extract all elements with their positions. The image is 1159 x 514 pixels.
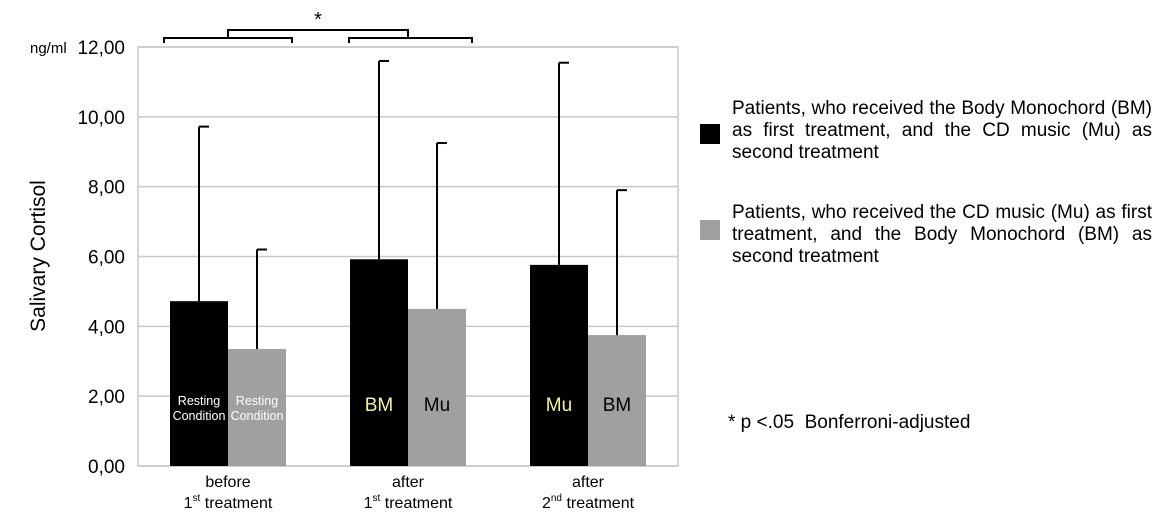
legend-text-bm-first: Patients, who received the Body Monochor…: [732, 98, 1152, 163]
y-tick-label: 4,00: [88, 317, 125, 338]
significance-bracket-right: [348, 37, 473, 43]
bar: [228, 349, 286, 466]
x-tick-label-line2: 1st treatment: [364, 493, 453, 512]
significance-star: *: [314, 9, 322, 31]
bar: [530, 264, 588, 466]
bar-label: Mu: [424, 395, 450, 416]
x-tick-label: after: [392, 474, 425, 491]
significance-bracket-top: [227, 29, 409, 38]
bar-label: Mu: [546, 395, 572, 416]
bar-label: BM: [365, 395, 394, 416]
y-tick-label: 10,00: [77, 108, 125, 129]
significance-bracket-left: [163, 37, 293, 43]
bar-label: Resting: [236, 394, 278, 408]
x-tick-label-line2: 2nd treatment: [542, 493, 635, 512]
legend-text-mu-first: Patients, who received the CD music (Mu)…: [732, 202, 1152, 267]
bar-label: Condition: [173, 409, 226, 423]
bar-label: Condition: [231, 409, 284, 423]
x-tick-label: after: [572, 474, 605, 491]
bar: [588, 335, 646, 466]
y-axis-label: Salivary Cortisol: [27, 180, 50, 332]
unit-label: ng/ml: [30, 40, 67, 57]
y-tick-label: 2,00: [88, 387, 125, 408]
x-tick-label: before: [205, 474, 250, 491]
bar-label: BM: [603, 395, 632, 416]
legend-swatch-black: [700, 124, 720, 144]
significance-footnote: * p <.05 Bonferroni-adjusted: [728, 412, 971, 433]
bar: [170, 301, 228, 466]
bar-chart: ng/ml Salivary Cortisol 0,00 2,00 4,00 6,00…: [27, 9, 679, 512]
y-tick-label: 8,00: [88, 178, 125, 199]
bar: [350, 259, 408, 466]
y-tick-label: 12,00: [77, 38, 125, 59]
legend-swatch-gray: [700, 220, 720, 240]
y-tick-label: 0,00: [88, 457, 125, 478]
bar: [408, 308, 466, 466]
x-tick-label-line2: 1st treatment: [184, 493, 273, 512]
bar-label: Resting: [178, 394, 220, 408]
y-tick-label: 6,00: [88, 248, 125, 269]
